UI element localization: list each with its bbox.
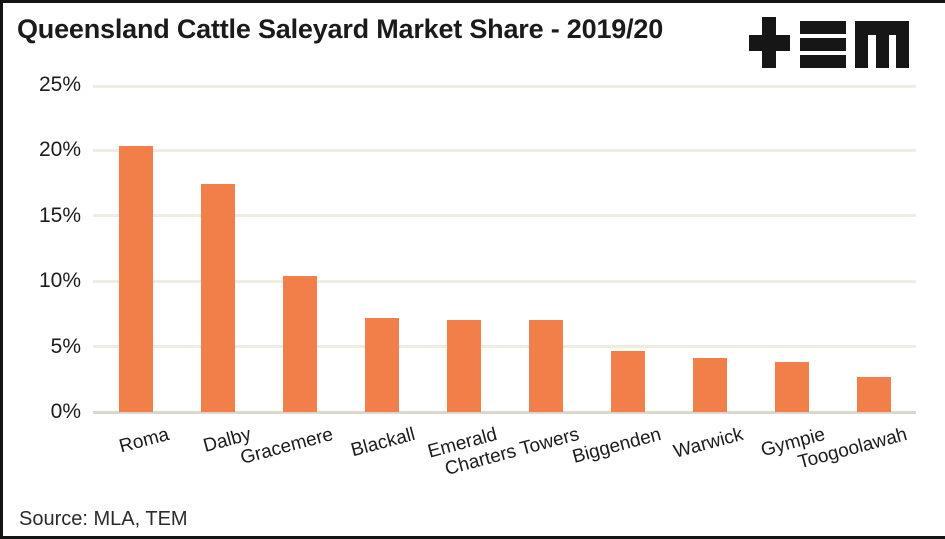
- tem-logo-m-icon: [855, 21, 909, 68]
- gridline-10: [93, 279, 916, 283]
- y-tick-label-5: 5%: [50, 334, 81, 358]
- source-note: Source: MLA, TEM: [19, 508, 188, 530]
- gridline-5: [93, 345, 916, 349]
- bar-roma: [118, 146, 153, 412]
- y-tick-label-10: 10%: [38, 269, 81, 293]
- bar-blackall: [364, 317, 399, 412]
- gridline-15: [93, 214, 916, 218]
- bar-biggenden: [610, 350, 645, 412]
- plot-area: [93, 85, 916, 414]
- bar-emerald: [446, 320, 481, 412]
- tem-logo-triple-bar-icon: [800, 21, 846, 68]
- gridline-20: [93, 148, 916, 152]
- gridline-25: [93, 85, 916, 88]
- tem-logo: [749, 17, 909, 68]
- y-tick-label-0: 0%: [50, 400, 81, 423]
- chart-title: Queensland Cattle Saleyard Market Share …: [17, 14, 664, 44]
- bar-toogoolawah: [856, 376, 891, 412]
- bar-gracemere: [282, 275, 317, 412]
- tem-logo-cross-icon: [749, 17, 790, 68]
- bar-gympie: [774, 362, 809, 412]
- bar-warwick: [692, 358, 727, 412]
- y-tick-label-20: 20%: [38, 138, 81, 162]
- y-tick-label-25: 25%: [38, 73, 81, 96]
- gridline-0: [93, 410, 916, 414]
- bar-dalby: [200, 184, 235, 412]
- bar-charters-towers: [528, 320, 563, 412]
- y-tick-label-15: 15%: [38, 203, 81, 227]
